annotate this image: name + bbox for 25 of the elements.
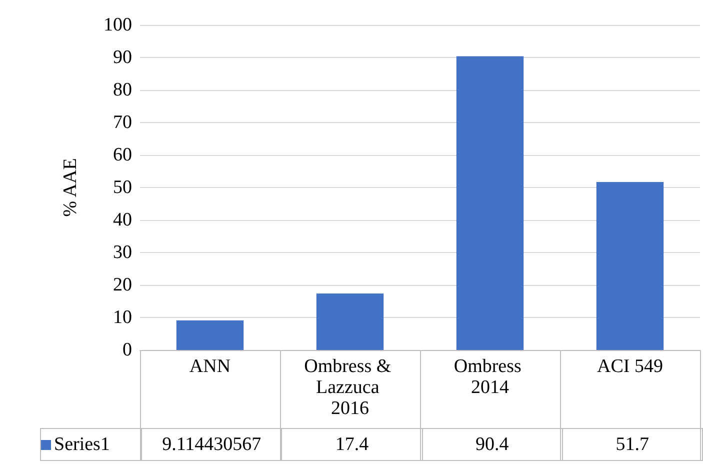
y-tick-label: 0 [122, 340, 132, 360]
x-tick-label: ACI 549 [597, 356, 663, 377]
x-tick-label: Ombress & Lazzuca 2016 [304, 356, 396, 419]
y-tick-label: 20 [113, 274, 132, 296]
bar [596, 182, 664, 350]
x-tick-label: Ombress 2014 [454, 356, 526, 398]
data-label: 51.7 [562, 428, 702, 460]
y-tick-label: 70 [113, 112, 132, 133]
y-tick-label: 60 [113, 144, 132, 166]
data-label: 90.4 [422, 428, 562, 460]
x-tick-label: ANN [189, 356, 231, 377]
bar [456, 56, 524, 350]
y-tick-label: 100 [104, 14, 132, 36]
y-tick-label: 50 [113, 177, 132, 198]
y-tick-label: 80 [113, 80, 132, 100]
y-axis-title: % AAE [60, 158, 81, 217]
data-label: 9.114430567 [141, 428, 282, 460]
bar [176, 320, 244, 350]
data-label: 17.4 [282, 428, 422, 460]
y-tick-label: 90 [113, 47, 132, 68]
y-tick-label: 40 [113, 210, 132, 230]
legend-label: Series1 [40, 428, 142, 460]
y-tick-label: 10 [113, 307, 132, 328]
bar [316, 293, 384, 350]
y-tick-label: 30 [113, 242, 132, 263]
